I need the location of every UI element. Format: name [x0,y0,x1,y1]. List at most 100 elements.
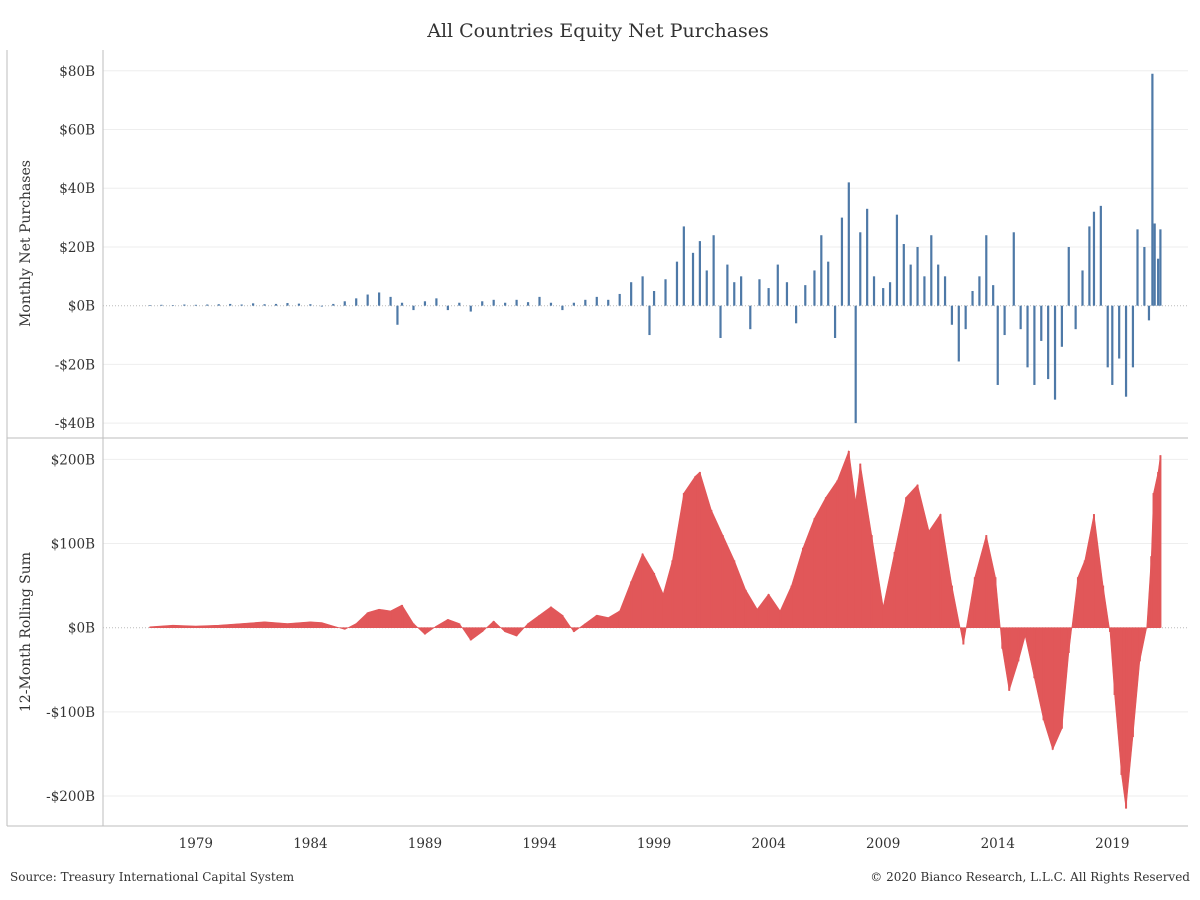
monthly-bar [840,217,844,306]
monthly-bar [916,246,919,306]
rolling-sum-bar [309,621,312,628]
monthly-bar [148,305,152,306]
chart-frame [6,50,1188,827]
x-tick-label: 1989 [408,836,442,852]
monthly-bar [206,304,209,306]
rolling-sum-bar [446,619,449,628]
rolling-sum-bar [1102,585,1105,628]
rolling-sum-bar [1131,627,1134,738]
monthly-bar [996,305,999,385]
rolling-sum-bar [1138,627,1141,662]
monthly-bar [1157,258,1160,306]
rolling-sum-bar [1067,627,1070,653]
rolling-sum-bar [882,606,885,628]
monthly-bar [396,305,399,325]
monthly-bar [1047,305,1050,380]
rolling-sum-bar [343,627,346,630]
rolling-sum-bar [801,547,804,628]
monthly-y-tick-label: $0B [68,299,95,315]
rolling-sum-bar [994,577,997,628]
rolling-sum-bar [928,530,931,628]
rolling-y-tick-label: $0B [68,621,95,637]
monthly-bar [343,301,346,306]
rolling-sum-bar [694,476,697,628]
monthly-bar [252,303,255,306]
monthly-bar [183,304,186,306]
monthly-bar [320,305,323,307]
rolling-sum-bar [1157,472,1160,628]
monthly-bar [758,279,761,306]
rolling-y-tick-label: -$200B [46,789,95,805]
monthly-bar [458,302,461,306]
rolling-sum-bar [194,626,197,628]
monthly-bar [1060,305,1063,347]
rolling-sum-bar [469,627,472,641]
rolling-sum-bar [286,623,289,628]
monthly-bar [888,282,892,306]
monthly-bar [423,301,427,306]
rolling-sum-bar [1152,493,1155,628]
monthly-bar [1088,226,1091,306]
monthly-bar [872,276,876,306]
monthly-bar [584,299,587,306]
rolling-sum-bar [744,589,747,628]
x-tick-label: 1999 [637,836,671,852]
rolling-sum-bar [1024,627,1027,637]
rolling-sum-bar [1092,514,1095,628]
monthly-bar [943,276,947,306]
monthly-bar [1147,305,1151,321]
monthly-y-axis-title: Monthly Net Purchases [18,160,34,327]
monthly-bar [712,235,715,306]
monthly-bar [1159,229,1162,306]
monthly-bar [705,270,708,306]
rolling-y-tick-label: $100B [51,537,95,553]
monthly-bar [648,305,651,336]
rolling-sum-bar [662,594,665,628]
rolling-sum-bar [893,551,896,628]
monthly-bar [217,304,220,306]
monthly-bar [652,291,656,306]
rolling-sum-bar [561,615,564,628]
monthly-bar [171,305,175,306]
x-tick-label: 1984 [293,836,327,852]
rolling-sum-bar [1120,627,1123,775]
rolling-sum-bar [618,610,621,628]
rolling-sum-bar [435,626,438,628]
monthly-bar [1153,223,1156,306]
rolling-sum-bar [710,509,713,628]
rolling-sum-bar [572,627,575,632]
monthly-bar [1099,205,1102,306]
monthly-y-tick-label: -$40B [55,416,95,432]
monthly-bar [1118,305,1121,359]
monthly-bar [726,264,729,306]
monthly-bar [833,305,837,338]
rolling-sum-bar [149,626,151,628]
monthly-bar [749,305,752,330]
rolling-panel: $200B $100B $0B -$100B -$200B 12-Month Rollin… [18,449,1188,809]
rolling-sum-bar [847,451,850,628]
monthly-bar [1143,246,1146,306]
rolling-sum-bar [549,606,552,628]
rolling-sum-bar [378,609,381,628]
monthly-bar [882,288,885,306]
rolling-sum-bar [538,615,541,628]
monthly-bar [1092,211,1096,306]
monthly-bar [561,305,564,311]
rolling-sum-bar [682,493,685,628]
monthly-bar [595,296,598,306]
rolling-sum-bar [171,625,174,628]
monthly-bar [767,288,770,306]
rolling-sum-bar [527,623,530,628]
rolling-sum-bar [595,615,598,628]
rolling-sum-bar [458,623,461,628]
rolling-y-axis-title: 12-Month Rolling Sum [18,552,34,712]
monthly-bar [641,276,644,306]
monthly-bar [866,208,869,306]
monthly-bar [286,303,289,306]
rolling-sum-bar [1076,577,1079,628]
rolling-sum-bar [854,501,857,628]
rolling-sum-bar [423,627,426,635]
monthly-bar [930,235,933,306]
monthly-bar [795,305,798,324]
rolling-sum-bar [973,577,976,628]
